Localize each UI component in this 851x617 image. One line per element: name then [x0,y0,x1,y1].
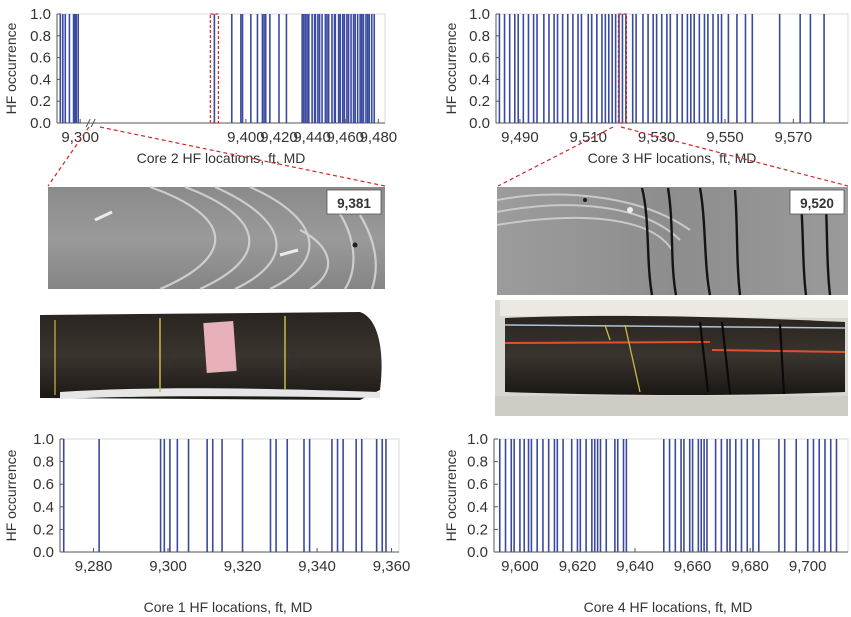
core3-y-axis-label: HF occurrence [443,22,459,114]
core2-ytick-label: 0.4 [30,71,51,88]
connector-core3-left [497,126,614,187]
core1-ytick-label: 0.0 [33,544,54,561]
core1-xtick-label: 9,340 [298,558,336,575]
core2-ytick-label: 0.8 [30,28,51,45]
core2-ytick-label: 0.0 [30,115,51,132]
core1-hf-plot: 0.0 0.2 0.4 0.6 0.8 1.0 9,280 9,300 9,320 9,340 9,… [3,431,410,615]
core4-xtick-label: 9,600 [501,558,539,575]
core3-ytick-label: 0.6 [469,50,490,67]
core2-ytick-label: 0.2 [30,93,51,110]
core2-xtick-label: 9,440 [293,129,331,146]
core1-x-axis-label: Core 1 HF locations, ft, MD [144,599,313,615]
core3-ytick-label: 0.4 [469,71,490,88]
core1-ytick-label: 1.0 [33,431,54,448]
core1-ytick-label: 0.8 [33,454,54,471]
core3-photo [495,300,848,416]
core2-ct-image: 9,381 [48,185,385,291]
core3-x-axis-label: Core 3 HF locations, ft, MD [588,150,757,166]
core4-ytick-label: 1.0 [467,431,488,448]
core2-photo: 1982 1983 [40,305,389,409]
core4-ytick-label: 0.2 [467,521,488,538]
core1-y-axis-label: HF occurrence [3,449,19,541]
core2-marker-1982: 1982 [162,345,174,369]
core2-depth-box [326,189,382,215]
core2-ytick-label: 1.0 [30,6,51,23]
core4-hf-plot: 0.0 0.2 0.4 0.6 0.8 1.0 9,600 9,620 9,640 9,660 9,… [443,431,849,615]
core2-marker-1983: 1983 [287,345,299,369]
core2-xtick-label: 9,400 [227,129,265,146]
core1-xtick-label: 9,360 [373,558,411,575]
core3-ytick-label: 0.8 [469,28,490,45]
core1-xtick-label: 9,320 [224,558,262,575]
core4-ytick-label: 0.4 [467,499,488,516]
core2-ct-depth-label: 9,381 [337,196,371,211]
core2-xtick-label: 9,480 [360,129,398,146]
core3-ct-depth-label: 9,520 [800,196,834,211]
core2-highlight-box [209,13,219,124]
core4-xtick-label: 9,620 [559,558,597,575]
core3-depth-box [789,189,845,215]
core2-xtick-label: 9,420 [260,129,298,146]
core4-ytick-label: 0.8 [467,454,488,471]
core3-ct-image: 9,520 [496,187,848,296]
core4-x-axis-label: Core 4 HF locations, ft, MD [584,599,753,615]
core4-xtick-label: 9,660 [674,558,712,575]
core4-ytick-label: 0.6 [467,476,488,493]
core3-ytick-label: 0.0 [469,115,490,132]
core2-x-axis-label: Core 2 HF locations, ft, MD [137,150,306,166]
core3-highlight-box [617,13,628,124]
core3-xtick-label: 9,570 [775,129,813,146]
core1-ytick-label: 0.2 [33,521,54,538]
core1-plot-frame [59,438,400,553]
connector-core2-left [47,126,90,187]
core3-ytick-label: 0.2 [469,93,490,110]
core3-xtick-label: 9,530 [638,129,676,146]
core3-hf-plot: 0.0 0.2 0.4 0.6 0.8 1.0 9,490 9,510 9,530 9,550 9,… [443,6,849,166]
core4-xtick-label: 9,640 [616,558,654,575]
core2-pink-tag [203,321,237,373]
core4-ytick-label: 0.0 [467,544,488,561]
core3-ytick-label: 1.0 [469,6,490,23]
core2-hf-plot: 0.00.20.40.60.81.09,300 9,4009,4209,4409,… [3,6,397,166]
core3-xtick-label: 9,510 [569,129,607,146]
core1-xtick-label: 9,280 [75,558,113,575]
core1-ytick-label: 0.6 [33,476,54,493]
core2-y-axis-label: HF occurrence [3,22,19,114]
core2-axis-break [85,118,96,128]
core4-xtick-label: 9,680 [731,558,769,575]
core4-y-axis-label: HF occurrence [443,449,459,541]
core1-xtick-label: 9,300 [149,558,187,575]
core4-plot-frame [493,438,849,553]
core3-xtick-label: 9,490 [501,129,539,146]
zoom-connectors [47,126,849,187]
core4-xtick-label: 9,700 [789,558,827,575]
core1-ytick-label: 0.4 [33,499,54,516]
core3-xtick-label: 9,550 [706,129,744,146]
core2-xtick-label: 9,460 [326,129,364,146]
core2-ytick-label: 0.6 [30,50,51,67]
core2-xtick-label: 9,300 [61,129,99,146]
